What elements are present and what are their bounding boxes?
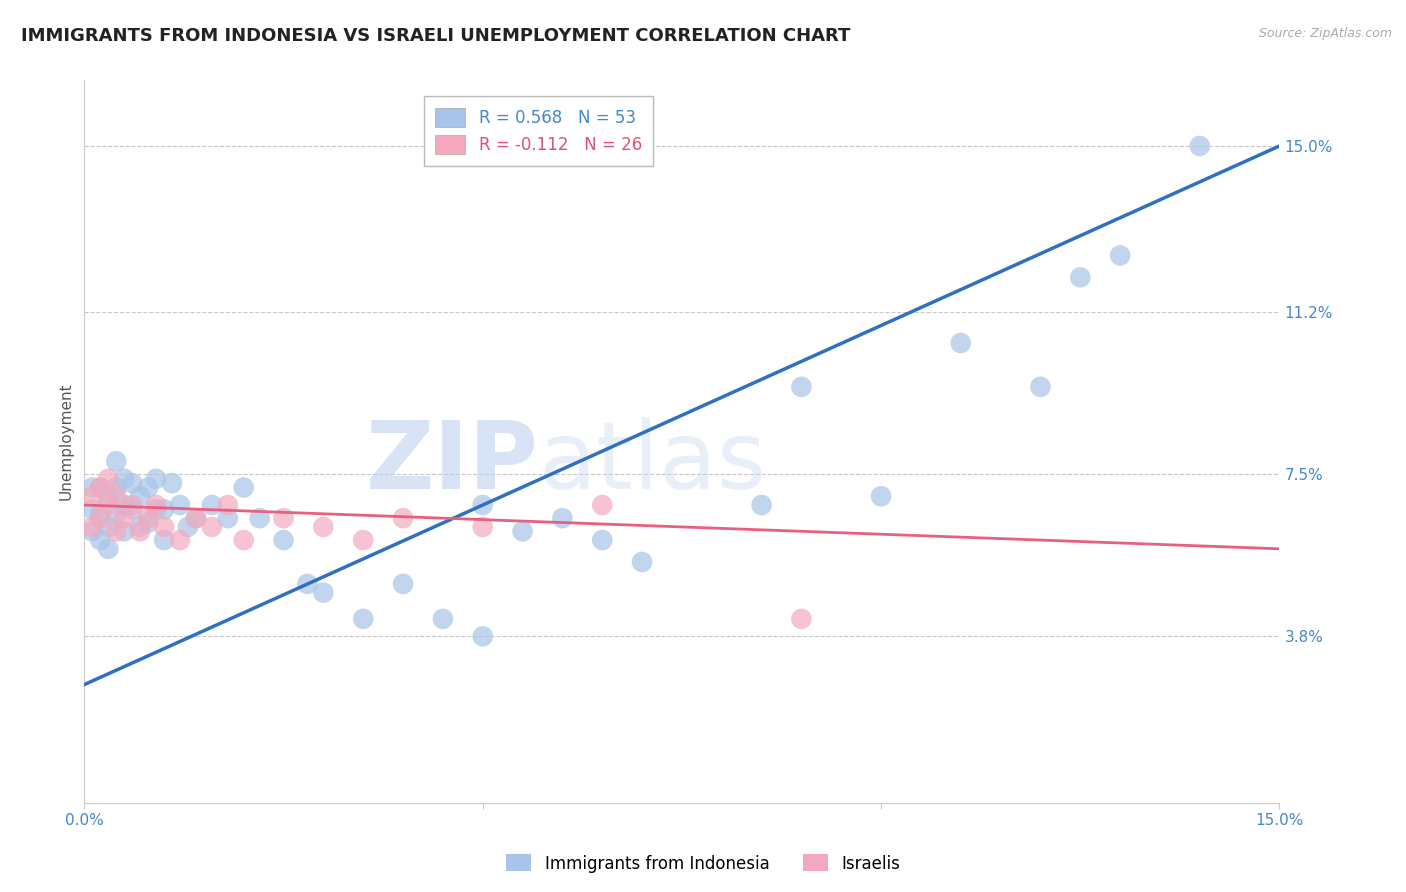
Point [512, 524, 534, 539]
Point [201, 520, 224, 534]
Point [82, 520, 104, 534]
Point [82, 502, 104, 516]
Point [249, 511, 271, 525]
Point [145, 498, 167, 512]
Point [89, 481, 111, 495]
Point [97, 489, 120, 503]
Point [169, 533, 191, 547]
Point [136, 516, 159, 530]
Point [751, 498, 773, 512]
Point [105, 454, 128, 468]
Point [217, 498, 239, 512]
Point [82, 481, 104, 495]
Point [551, 511, 574, 525]
Point [89, 507, 111, 521]
Text: ZIP: ZIP [366, 417, 538, 509]
Point [112, 472, 135, 486]
Point [169, 498, 191, 512]
Point [82, 524, 104, 539]
Point [217, 511, 239, 525]
Point [471, 520, 494, 534]
Point [89, 511, 111, 525]
Point [145, 502, 167, 516]
Point [105, 507, 128, 521]
Point [121, 502, 143, 516]
Point [105, 524, 128, 539]
Point [1029, 380, 1052, 394]
Point [153, 502, 176, 516]
Point [232, 533, 254, 547]
Point [136, 481, 159, 495]
Point [273, 511, 295, 525]
Point [1069, 270, 1091, 285]
Point [89, 481, 111, 495]
Point [870, 489, 893, 503]
Point [129, 489, 152, 503]
Point [232, 481, 254, 495]
Point [184, 511, 207, 525]
Legend: R = 0.568   N = 53, R = -0.112   N = 26: R = 0.568 N = 53, R = -0.112 N = 26 [423, 95, 654, 166]
Point [392, 577, 415, 591]
Point [97, 498, 120, 512]
Point [112, 498, 135, 512]
Point [112, 511, 135, 525]
Point [432, 612, 454, 626]
Point [97, 472, 120, 486]
Point [1109, 248, 1132, 262]
Point [97, 520, 120, 534]
Point [105, 489, 128, 503]
Y-axis label: Unemployment: Unemployment [58, 383, 73, 500]
Point [1188, 139, 1211, 153]
Point [201, 498, 224, 512]
Point [105, 481, 128, 495]
Text: Source: ZipAtlas.com: Source: ZipAtlas.com [1258, 27, 1392, 40]
Point [177, 520, 200, 534]
Point [136, 511, 159, 525]
Point [790, 380, 813, 394]
Legend: Immigrants from Indonesia, Israelis: Immigrants from Indonesia, Israelis [499, 847, 907, 880]
Point [121, 498, 143, 512]
Point [153, 533, 176, 547]
Point [591, 533, 613, 547]
Point [631, 555, 654, 569]
Point [82, 489, 104, 503]
Point [471, 629, 494, 643]
Point [184, 511, 207, 525]
Text: IMMIGRANTS FROM INDONESIA VS ISRAELI UNEMPLOYMENT CORRELATION CHART: IMMIGRANTS FROM INDONESIA VS ISRAELI UNE… [21, 27, 851, 45]
Point [160, 476, 183, 491]
Point [471, 498, 494, 512]
Point [949, 336, 972, 351]
Point [129, 524, 152, 539]
Point [153, 520, 176, 534]
Point [97, 541, 120, 556]
Point [297, 577, 319, 591]
Text: atlas: atlas [538, 417, 766, 509]
Point [112, 524, 135, 539]
Point [352, 612, 374, 626]
Point [129, 520, 152, 534]
Point [591, 498, 613, 512]
Point [273, 533, 295, 547]
Point [312, 520, 335, 534]
Point [312, 585, 335, 599]
Point [145, 472, 167, 486]
Point [392, 511, 415, 525]
Point [121, 476, 143, 491]
Point [790, 612, 813, 626]
Point [89, 533, 111, 547]
Point [352, 533, 374, 547]
